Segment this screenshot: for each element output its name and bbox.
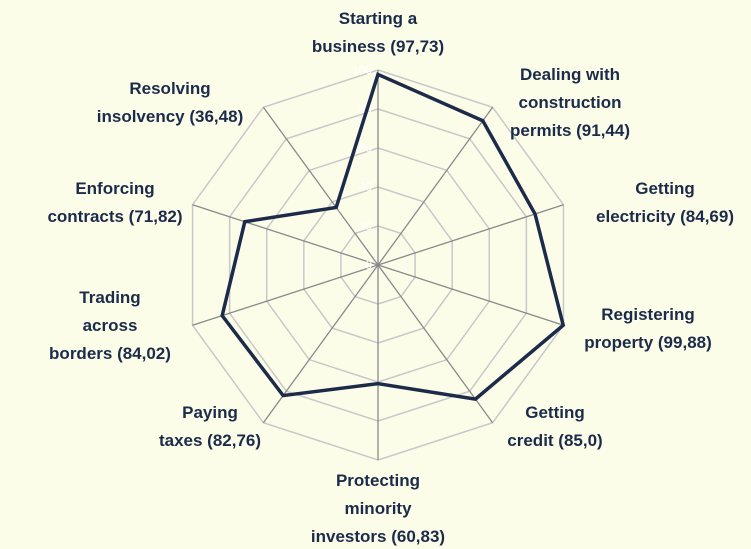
category-label: Getting electricity (84,69) [596,179,734,226]
category-label-line: credit (85,0) [507,431,602,450]
r-tick-label: 0 [365,258,372,272]
category-label: Resolving insolvency (36,48) [97,79,243,126]
series-line [220,72,566,401]
category-label: Getting credit (85,0) [507,403,602,450]
spoke [377,264,564,326]
category-label-line: Starting a [339,9,418,28]
category-label-line: construction [519,93,622,112]
category-label-line: Getting [635,179,695,198]
category-label-line: Resolving [129,79,210,98]
category-label-line: Getting [525,403,585,422]
category-label-line: electricity (84,69) [596,207,734,226]
r-tick-label: 100 [352,63,372,77]
spoke [262,106,379,266]
category-label: Registering property (99,88) [584,305,712,352]
category-label-line: Trading [79,288,140,307]
category-label: Dealing with construction permits (91,44) [510,65,630,140]
category-label-line: investors (60,83) [311,527,445,546]
category-label: Trading across borders (84,02) [49,288,171,363]
spoke [192,204,379,266]
r-tick-label: 40 [359,180,373,194]
category-label-line: business (97,73) [312,37,444,56]
r-tick-label: 60 [359,141,373,155]
category-label-line: Dealing with [520,65,620,84]
r-tick-label: 20 [359,219,373,233]
category-label: Protecting minority investors (60,83) [311,471,445,546]
category-label-line: Registering [601,305,695,324]
category-label-line: insolvency (36,48) [97,107,243,126]
category-label-line: Paying [182,403,238,422]
category-label-line: taxes (82,76) [159,431,261,450]
spoke [377,264,494,424]
category-label-line: permits (91,44) [510,121,630,140]
category-label: Enforcing contracts (71,82) [47,179,182,226]
category-label-line: Protecting [336,471,420,490]
category-label-line: contracts (71,82) [47,207,182,226]
category-label-line: property (99,88) [584,333,712,352]
category-label-line: minority [344,499,412,518]
category-label-line: across [83,316,138,335]
category-label: Paying taxes (82,76) [159,403,261,450]
category-label: Starting a business (97,73) [312,9,444,56]
spoke [377,204,564,266]
category-label-line: Enforcing [75,179,154,198]
category-label-line: borders (84,02) [49,344,171,363]
spoke [377,106,494,266]
